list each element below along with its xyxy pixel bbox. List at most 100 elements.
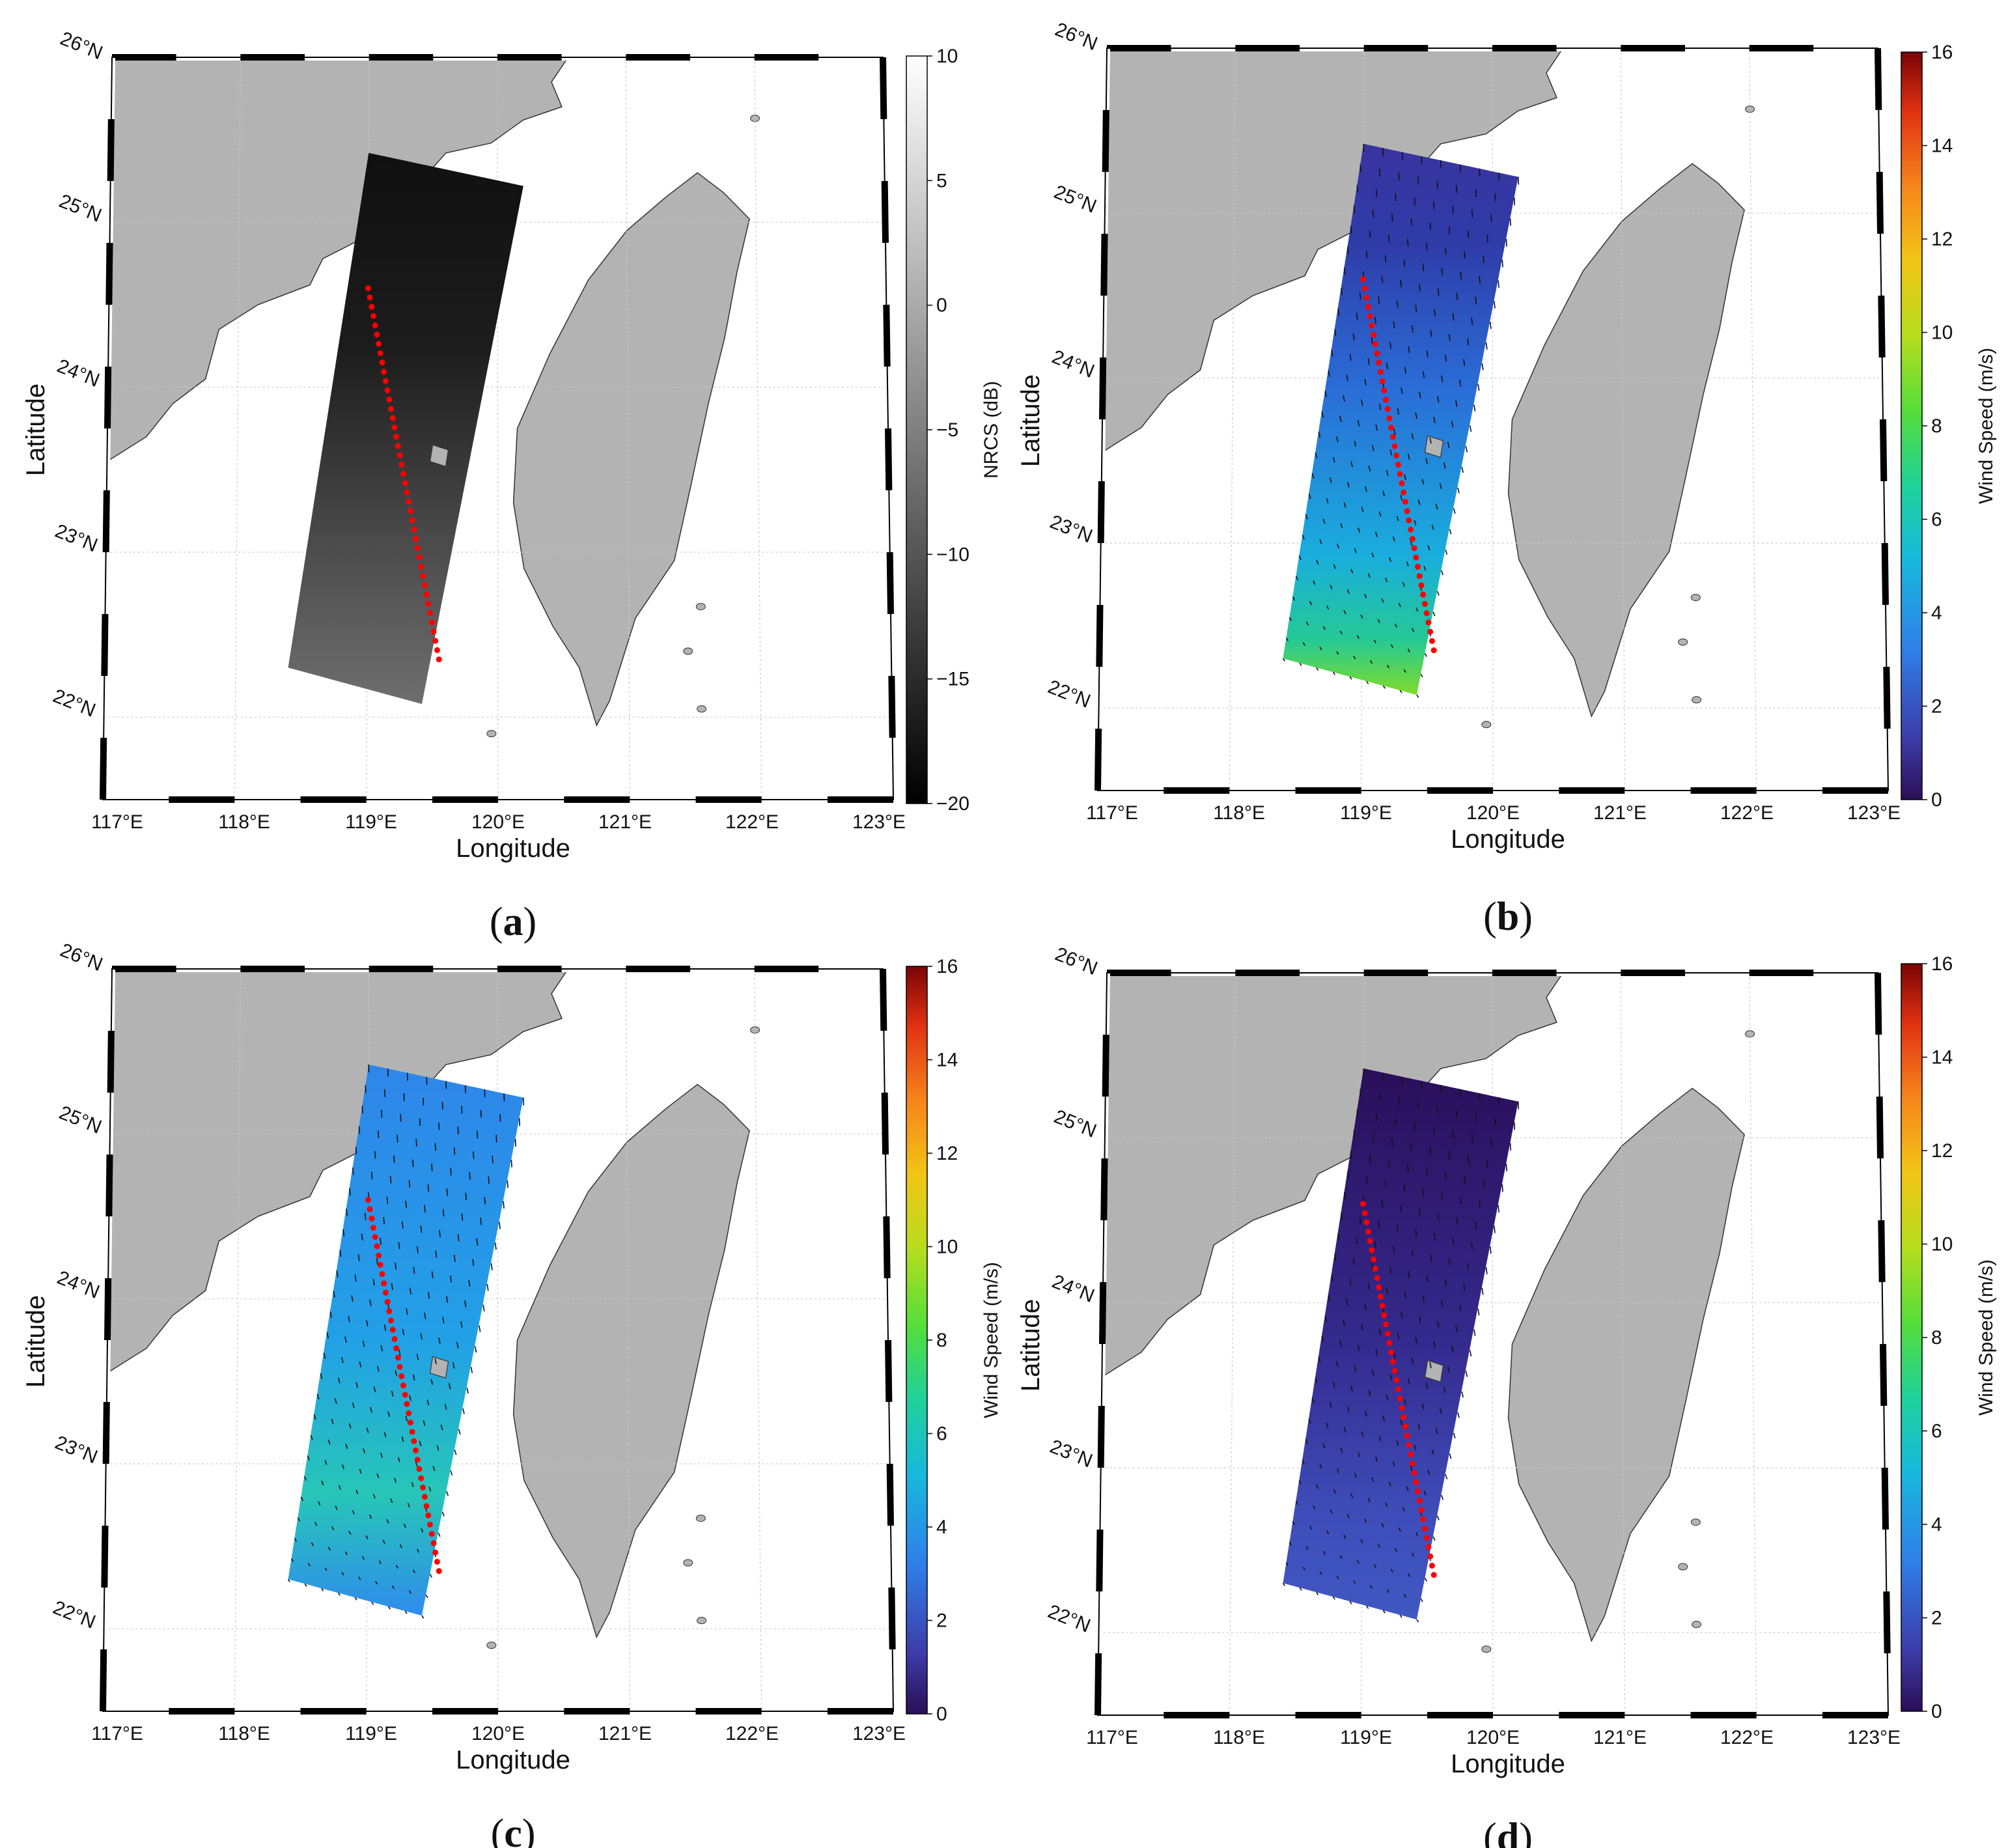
wind-vector-arrow bbox=[1313, 580, 1316, 585]
wind-vector-arrow bbox=[1356, 1110, 1358, 1117]
wind-vector-arrow bbox=[1425, 1382, 1428, 1389]
wind-vector-arrow bbox=[1358, 1452, 1361, 1457]
wind-vector-arrow bbox=[1371, 337, 1373, 345]
track-point bbox=[1429, 1562, 1435, 1569]
wind-vector-arrow bbox=[1366, 1605, 1369, 1609]
wind-vector-arrow bbox=[1415, 607, 1419, 612]
wind-vector-arrow bbox=[436, 1445, 439, 1451]
wind-vector-arrow bbox=[403, 1523, 406, 1528]
islet bbox=[486, 730, 497, 738]
wind-vector-arrow bbox=[1397, 1332, 1400, 1339]
track-point bbox=[1421, 1525, 1428, 1532]
wind-vector-arrow bbox=[1404, 1399, 1406, 1405]
longitude-tick-label: 121°E bbox=[1593, 1727, 1647, 1748]
colorbar bbox=[906, 966, 928, 1715]
wind-vector-arrow bbox=[453, 1147, 456, 1155]
wind-vector-arrow bbox=[1465, 1371, 1468, 1377]
islet bbox=[1678, 1563, 1688, 1571]
wind-vector-arrow bbox=[1404, 367, 1406, 374]
colorbar-label: Wind Speed (m/s) bbox=[1975, 1259, 1997, 1416]
track-point bbox=[1388, 1349, 1395, 1356]
track-point bbox=[1423, 610, 1430, 617]
wind-vector-arrow bbox=[1315, 1377, 1318, 1383]
colorbar-label: Wind Speed (m/s) bbox=[1975, 348, 1997, 504]
wind-vector-arrow bbox=[1289, 617, 1292, 621]
wind-vector-arrow bbox=[1471, 210, 1473, 218]
wind-vector-arrow bbox=[1423, 566, 1427, 571]
wind-vector-arrow bbox=[337, 1592, 341, 1596]
wind-vector-arrow bbox=[1372, 210, 1374, 217]
track-point bbox=[436, 656, 442, 663]
wind-vector-arrow bbox=[1439, 483, 1442, 489]
track-point bbox=[414, 1457, 421, 1463]
colorbar-tick-label: 6 bbox=[936, 1423, 947, 1445]
wind-vector-arrow bbox=[337, 1377, 341, 1384]
track-point bbox=[404, 1401, 410, 1407]
wind-vector-arrow bbox=[438, 1532, 441, 1537]
latitude-tick-label: 24°N bbox=[1049, 1270, 1098, 1307]
wind-vector-arrow bbox=[1406, 561, 1409, 567]
wind-vector-arrow bbox=[1394, 623, 1397, 628]
colorbar-tick-label: 10 bbox=[936, 46, 958, 67]
latitude-tick-label: 24°N bbox=[54, 1267, 103, 1303]
wind-vector-arrow bbox=[503, 1201, 505, 1209]
wind-vector-arrow bbox=[1375, 1113, 1378, 1122]
wind-vector-arrow bbox=[1445, 247, 1447, 255]
y-axis-label: Latitude bbox=[21, 384, 50, 476]
wind-vector-arrow bbox=[1319, 1464, 1322, 1469]
wind-vector-arrow bbox=[1417, 1424, 1421, 1430]
track-point bbox=[1414, 563, 1421, 570]
wind-vector-arrow bbox=[1416, 1619, 1419, 1623]
wind-vector-arrow bbox=[355, 1147, 357, 1155]
wind-vector-arrow bbox=[348, 1530, 352, 1535]
track-point bbox=[1395, 1386, 1401, 1393]
wind-vector-arrow bbox=[1415, 1229, 1417, 1237]
track-point bbox=[370, 313, 376, 319]
longitude-tick-label: 123°E bbox=[1847, 802, 1901, 824]
track-point bbox=[1401, 489, 1407, 496]
longitude-tick-label: 122°E bbox=[1720, 1727, 1774, 1748]
wind-vector-arrow bbox=[1391, 1138, 1393, 1147]
wind-vector-arrow bbox=[1302, 535, 1305, 540]
wind-vector-arrow bbox=[1505, 1164, 1507, 1171]
wind-vector-arrow bbox=[1419, 391, 1421, 399]
wind-vector-arrow bbox=[1331, 349, 1333, 357]
colorbar-tick-label: 12 bbox=[1931, 1140, 1953, 1162]
wind-vector-arrow bbox=[1505, 239, 1507, 247]
longitude-tick-label: 123°E bbox=[852, 811, 906, 833]
wind-vector-arrow bbox=[1330, 585, 1333, 589]
wind-vector-arrow bbox=[352, 1403, 355, 1408]
wind-vector-arrow bbox=[416, 1548, 420, 1553]
wind-vector-arrow bbox=[1343, 1427, 1346, 1433]
wind-vector-arrow bbox=[1443, 462, 1446, 469]
sar-swath-image bbox=[1283, 143, 1518, 695]
wind-vector-arrow bbox=[1386, 664, 1389, 669]
wind-vector-arrow bbox=[1396, 515, 1399, 522]
wind-vector-arrow bbox=[387, 1606, 391, 1610]
wind-vector-arrow bbox=[1459, 380, 1462, 387]
wind-vector-arrow bbox=[1339, 630, 1343, 635]
wind-vector-arrow bbox=[486, 1283, 489, 1291]
wind-vector-arrow bbox=[361, 1233, 363, 1241]
penghu-island-land bbox=[429, 1356, 449, 1379]
wind-vector-arrow bbox=[372, 1279, 375, 1286]
wind-vector-arrow bbox=[361, 1106, 363, 1113]
wind-vector-arrow bbox=[328, 1439, 331, 1445]
wind-vector-arrow bbox=[440, 1424, 443, 1431]
wind-vector-arrow bbox=[393, 1155, 395, 1163]
wind-vector-arrow bbox=[380, 1237, 382, 1245]
wind-vector-arrow bbox=[448, 1383, 451, 1390]
wind-vector-arrow bbox=[1340, 523, 1343, 529]
wind-vector-arrow bbox=[1432, 611, 1436, 617]
wind-vector-arrow bbox=[380, 1345, 383, 1352]
wind-vector-arrow bbox=[1352, 1257, 1355, 1265]
wind-vector-arrow bbox=[1333, 1489, 1336, 1494]
wind-vector-arrow bbox=[1390, 644, 1393, 649]
colorbar-tick-label: 4 bbox=[936, 1517, 947, 1538]
wind-vector-arrow bbox=[380, 1452, 383, 1458]
wind-vector-arrow bbox=[1373, 1564, 1376, 1569]
wind-vector-arrow bbox=[454, 1449, 457, 1455]
wind-vector-arrow bbox=[1378, 1328, 1382, 1335]
islet bbox=[695, 1515, 706, 1522]
wind-vector-arrow bbox=[342, 1464, 345, 1470]
